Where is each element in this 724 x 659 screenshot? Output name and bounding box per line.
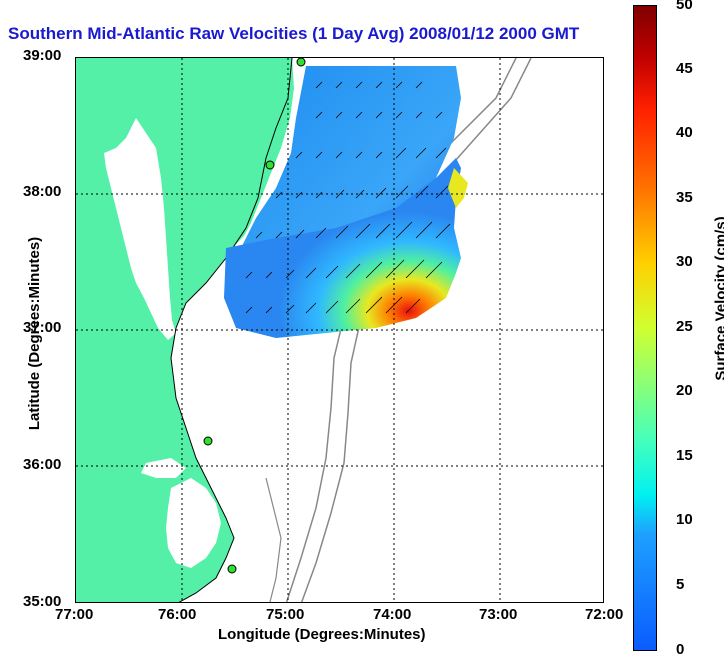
y-tick-37: 37:00 (23, 319, 62, 336)
coastline (170, 58, 293, 602)
cb-tick-5: 5 (676, 576, 685, 593)
radar-station-4 (227, 564, 237, 574)
cb-tick-0: 0 (676, 641, 685, 658)
velocity-tip (448, 168, 468, 208)
cb-tick-40: 40 (676, 124, 693, 141)
y-tick-39: 39:00 (23, 47, 62, 64)
x-tick-77: 77:00 (55, 606, 94, 623)
land-delmarva (166, 58, 294, 320)
radar-station-2 (265, 160, 275, 170)
x-tick-73: 73:00 (479, 606, 518, 623)
y-tick-36: 36:00 (23, 456, 62, 473)
cb-tick-15: 15 (676, 447, 693, 464)
y-tick-35: 35:00 (23, 593, 62, 610)
grid-lines (76, 58, 603, 602)
colorbar (633, 5, 657, 651)
y-tick-38: 38:00 (23, 183, 62, 200)
radar-station-3 (203, 436, 213, 446)
radar-station-1 (296, 58, 306, 67)
x-tick-75: 75:00 (266, 606, 305, 623)
cb-tick-30: 30 (676, 253, 693, 270)
pamlico-sound (166, 478, 221, 568)
map-svg (76, 58, 603, 602)
x-tick-74: 74:00 (373, 606, 412, 623)
cb-tick-45: 45 (676, 60, 693, 77)
cb-tick-20: 20 (676, 382, 693, 399)
cb-tick-10: 10 (676, 511, 693, 528)
velocity-south (224, 158, 461, 338)
x-tick-76: 76:00 (158, 606, 197, 623)
albemarle-sound (141, 458, 186, 478)
x-axis-label: Longitude (Degrees:Minutes) (218, 626, 426, 643)
map-plot[interactable] (75, 57, 604, 603)
y-axis-label: Latitude (Degrees:Minutes) (26, 236, 44, 431)
colorbar-label: Surface Velocity (cm/s) (712, 216, 724, 381)
chart-title: Southern Mid-Atlantic Raw Velocities (1 … (8, 24, 580, 43)
x-tick-72: 72:00 (585, 606, 624, 623)
chesapeake-bay (104, 118, 176, 340)
bathymetry-contour-3 (265, 477, 282, 602)
cb-tick-35: 35 (676, 189, 693, 206)
cb-tick-25: 25 (676, 318, 693, 335)
cb-tick-50: 50 (676, 0, 693, 13)
